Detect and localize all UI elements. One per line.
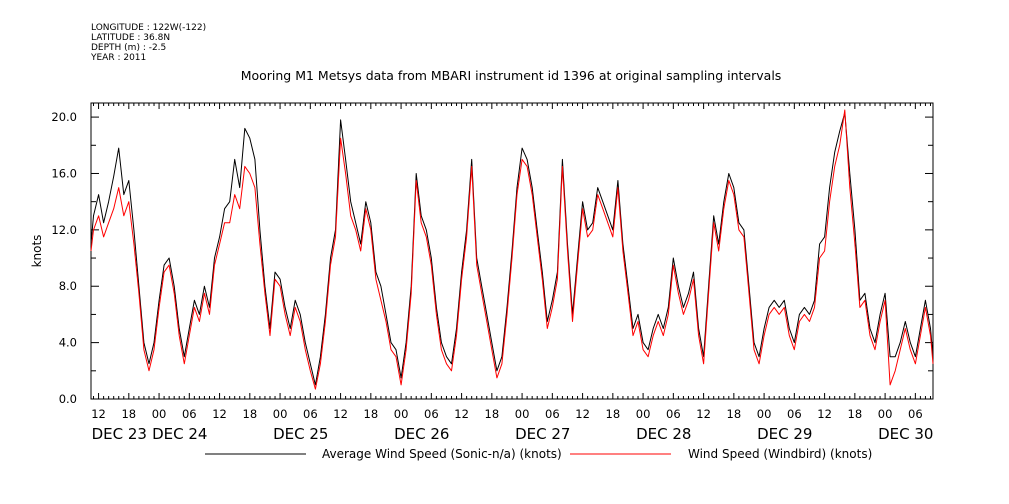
x-tick-label: 18 — [606, 407, 621, 421]
day-label: DEC 28 — [636, 425, 691, 443]
x-tick-label: 18 — [727, 407, 742, 421]
x-tick-label: 00 — [757, 407, 772, 421]
x-tick-label: 06 — [182, 407, 197, 421]
x-tick-label: 18 — [243, 407, 258, 421]
y-tick-label: 8.0 — [59, 279, 77, 293]
meta-longitude: LONGITUDE : 122W(-122) — [91, 23, 206, 33]
y-tick-label: 16.0 — [51, 166, 77, 180]
x-tick-label: 06 — [424, 407, 439, 421]
y-tick-label: 20.0 — [51, 110, 77, 124]
axis-ticks — [91, 103, 933, 400]
meta-depth: DEPTH (m) : -2.5 — [91, 43, 166, 53]
x-tick-label: 00 — [273, 407, 288, 421]
x-tick-label: 12 — [696, 407, 711, 421]
day-label: DEC 24 — [152, 425, 207, 443]
y-tick-label: 4.0 — [59, 336, 77, 350]
day-label: DEC 29 — [757, 425, 812, 443]
x-tick-label: 00 — [515, 407, 530, 421]
legend-label-average: Average Wind Speed (Sonic-n/a) (knots) — [322, 447, 562, 461]
day-label: DEC 26 — [394, 425, 449, 443]
series-line-windbird-wind-speed — [90, 109, 934, 390]
x-tick-label: 06 — [666, 407, 681, 421]
chart-title: Mooring M1 Metsys data from MBARI instru… — [241, 68, 782, 83]
day-label: DEC 25 — [273, 425, 328, 443]
day-label: DEC 30 — [878, 425, 933, 443]
x-tick-label: 00 — [636, 407, 651, 421]
x-tick-label: 18 — [485, 407, 500, 421]
x-tick-label: 06 — [303, 407, 318, 421]
x-tick-label: 12 — [91, 407, 106, 421]
x-tick-label: 12 — [454, 407, 469, 421]
legend: Average Wind Speed (Sonic-n/a) (knots) W… — [205, 447, 872, 461]
day-label: DEC 27 — [515, 425, 570, 443]
x-tick-label: 00 — [878, 407, 893, 421]
x-tick-label: 12 — [817, 407, 832, 421]
x-tick-labels: 12 18 00 06 12 18 00 06 12 18 00 06 12 18 00 06 12 18 00 06… — [91, 407, 922, 421]
x-tick-label: 18 — [364, 407, 379, 421]
x-tick-label: 18 — [121, 407, 136, 421]
series-line-average-wind-speed — [90, 112, 934, 386]
day-labels: DEC 23 DEC 24 DEC 25 DEC 26 DEC 27 DEC 28 DEC … — [92, 425, 934, 443]
meta-year: YEAR : 2011 — [90, 53, 146, 63]
x-tick-label: 12 — [212, 407, 227, 421]
y-tick-label: 0.0 — [59, 392, 77, 406]
x-tick-label: 06 — [908, 407, 923, 421]
series-layer — [90, 109, 934, 390]
x-tick-label: 06 — [787, 407, 802, 421]
meta-latitude: LATITUDE : 36.8N — [91, 33, 170, 43]
x-tick-label: 12 — [333, 407, 348, 421]
y-tick-labels: 0.0 4.0 8.0 12.0 16.0 20.0 — [51, 110, 77, 406]
legend-label-windbird: Wind Speed (Windbird) (knots) — [688, 447, 872, 461]
y-axis-label: knots — [30, 235, 44, 268]
x-tick-label: 00 — [152, 407, 167, 421]
x-tick-label: 06 — [545, 407, 560, 421]
day-label: DEC 23 — [92, 425, 147, 443]
x-tick-label: 18 — [848, 407, 863, 421]
x-tick-label: 00 — [394, 407, 409, 421]
y-tick-label: 12.0 — [51, 223, 77, 237]
x-tick-label: 12 — [575, 407, 590, 421]
